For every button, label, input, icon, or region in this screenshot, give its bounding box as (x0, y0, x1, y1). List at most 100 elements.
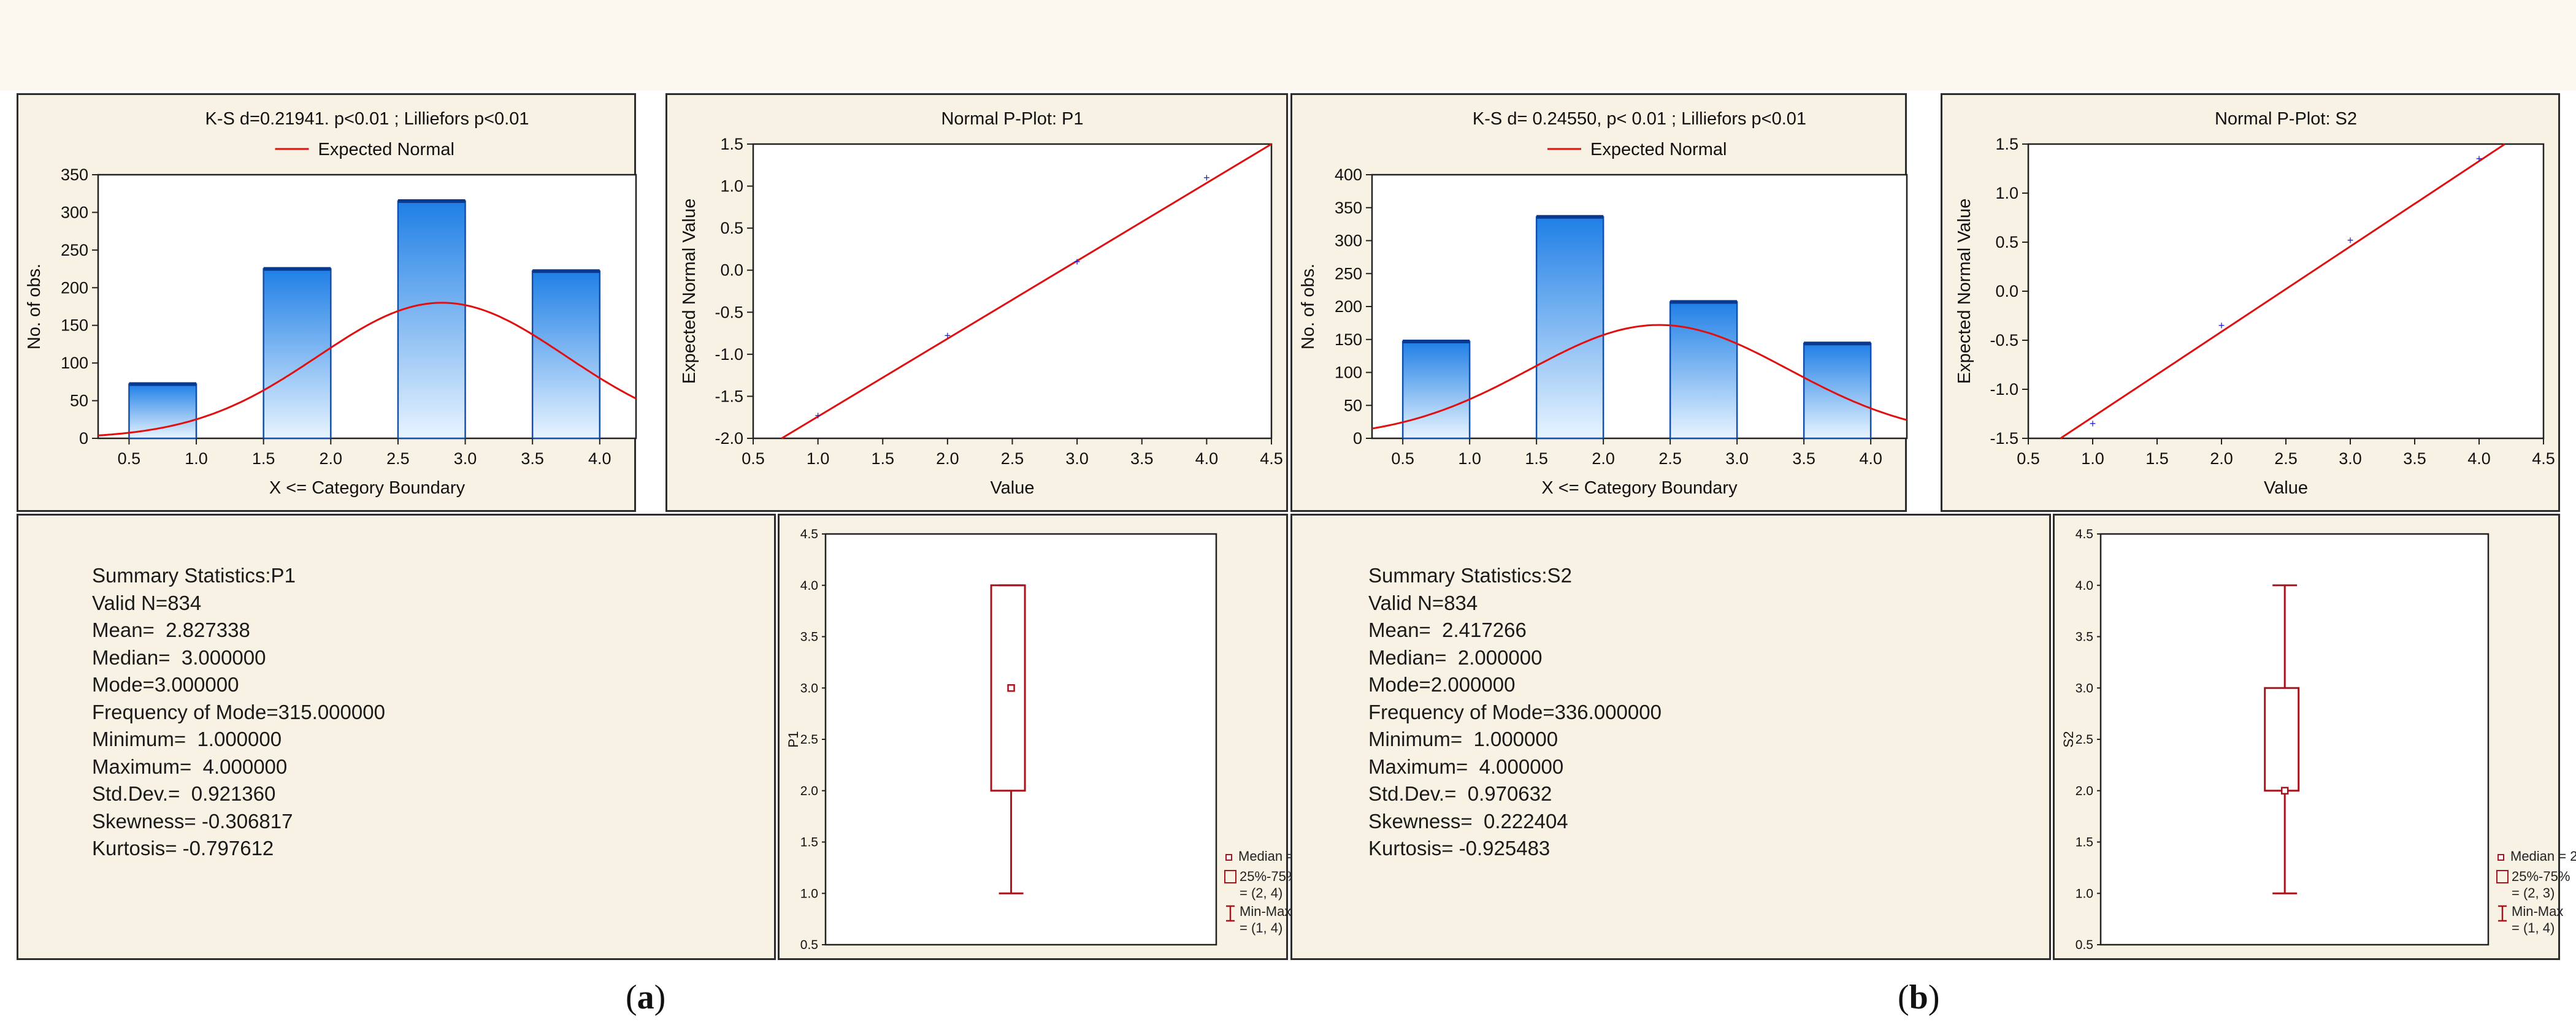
panel-b-histogram: Expected Normal K-S d= 0.24550, p< 0.01 ;… (1290, 93, 1908, 512)
chart-title: Normal P-Plot: S2 (2215, 109, 2357, 129)
stat-line: Minimum= 1.000000 (92, 728, 282, 750)
y-tick-label: 50 (1344, 396, 1362, 414)
y-tick-label: 100 (1335, 364, 1362, 382)
median-marker (2280, 787, 2289, 795)
chart-b-pplot: Normal P-Plot: S2 Value Expected Normal Va… (1955, 109, 2555, 498)
x-tick-label: 0.5 (2017, 449, 2040, 468)
stat-line: Mode=2.000000 (1368, 673, 1516, 696)
chart-title: K-S d=0.21941. p<0.01 ; Lilliefors p<0.0… (205, 109, 529, 129)
legend-label: Expected Normal (1590, 140, 1727, 159)
caption-b: (b) (1898, 978, 1940, 1016)
y-axis-label: No. of obs. (1298, 264, 1318, 349)
expected-normal-curve (98, 302, 637, 436)
data-point: + (2347, 234, 2354, 246)
stat-line: Minimum= 1.000000 (1368, 728, 1558, 750)
panel-a-summary: Summary Statistics:P1 Valid N=834 Mean= … (17, 514, 776, 960)
histogram-bar (128, 383, 197, 440)
panel-b-boxplot: S2 0.5 1.0 1.5 2.0 2.5 3.0 3.5 4.0 4.5 Median = 2 2… (2053, 514, 2576, 960)
y-tick-label: 50 (70, 392, 88, 410)
y-tick-label: 0 (79, 429, 88, 448)
y-tick-label: 4.0 (800, 579, 818, 593)
y-tick-label: 0.0 (1995, 282, 2018, 300)
x-axis-label: X <= Category Boundary (1541, 478, 1738, 498)
y-tick-label: 150 (1335, 330, 1362, 349)
y-tick-label: 200 (1335, 297, 1362, 316)
histogram-bar (397, 200, 466, 440)
data-point: + (815, 410, 821, 422)
x-tick-label: 2.0 (320, 449, 343, 468)
stat-line: Maximum= 4.000000 (1368, 755, 1564, 778)
legend-label: Expected Normal (318, 140, 454, 159)
y-tick-label: 0.5 (2076, 938, 2093, 952)
chart-a-pplot: Normal P-Plot: P1 Value Expected Normal Va… (680, 109, 1283, 498)
x-tick-label: 3.0 (1065, 449, 1089, 468)
legend-box-marker (2496, 870, 2509, 883)
chart-title: Normal P-Plot: P1 (941, 109, 1083, 129)
y-tick-label: -0.5 (1990, 331, 2018, 349)
data-point: + (2090, 417, 2096, 430)
x-tick-label: 3.0 (2339, 449, 2362, 468)
chart-a-histogram: Expected Normal K-S d=0.21941. p<0.01 ; L… (25, 109, 637, 498)
y-axis-label: Expected Normal Value (1955, 199, 1974, 384)
histogram-bar (531, 270, 601, 440)
top-band (0, 0, 2576, 91)
chart-b-boxplot: S2 0.5 1.0 1.5 2.0 2.5 3.0 3.5 4.0 4.5 Median = 2 2… (2061, 527, 2576, 952)
y-tick-label: 2.5 (2076, 733, 2093, 747)
fit-line (2060, 143, 2505, 440)
y-tick-label: 3.0 (800, 681, 818, 695)
x-tick-label: 1.0 (1458, 449, 1481, 468)
y-tick-label: 0.5 (1995, 233, 2018, 251)
summary-stats-a: Summary Statistics:P1 Valid N=834 Mean= … (92, 562, 385, 863)
stat-line: Median= 3.000000 (92, 646, 266, 669)
x-tick-label: 0.5 (742, 449, 765, 468)
y-tick-label: -2.0 (715, 429, 743, 448)
y-tick-label: 250 (61, 241, 88, 259)
stat-line: Mean= 2.417266 (1368, 619, 1527, 641)
x-tick-label: 2.5 (1658, 449, 1682, 468)
y-tick-label: 1.0 (800, 886, 818, 901)
x-tick-label: 4.5 (1260, 449, 1283, 468)
legend-box-range: = (2, 4) (1240, 885, 1282, 901)
iqr-box (990, 584, 1026, 792)
expected-normal-curve (1371, 324, 1907, 430)
stat-line: Median= 2.000000 (1368, 646, 1543, 669)
data-point: + (1203, 172, 1210, 184)
x-tick-label: 3.5 (2403, 449, 2426, 468)
x-tick-label: 1.0 (2081, 449, 2104, 468)
caption-a: (a) (626, 978, 666, 1016)
stat-line: Mode=3.000000 (92, 673, 239, 696)
y-tick-label: 400 (1335, 166, 1362, 184)
x-tick-label: 4.0 (1859, 449, 1882, 468)
legend-median-marker (1225, 854, 1232, 861)
x-tick-label: 0.5 (1391, 449, 1414, 468)
stat-line: Skewness= -0.306817 (92, 809, 293, 833)
data-point: + (2476, 153, 2483, 165)
x-tick-label: 2.5 (1001, 449, 1024, 468)
histogram-bar (1401, 340, 1471, 440)
y-tick-label: 250 (1335, 264, 1362, 283)
data-point: + (2218, 319, 2225, 332)
y-tick-label: 3.0 (2076, 681, 2093, 695)
y-tick-label: 1.0 (1995, 184, 2018, 202)
y-tick-label: 3.5 (2076, 630, 2093, 644)
stat-line: Maximum= 4.000000 (92, 755, 288, 778)
stat-line: Summary Statistics:S2 (1368, 564, 1572, 587)
x-tick-label: 3.5 (1792, 449, 1815, 468)
legend-box-range: = (2, 3) (2512, 885, 2555, 901)
y-tick-label: -1.5 (1990, 429, 2018, 448)
x-tick-label: 1.0 (807, 449, 830, 468)
legend-median-label: Median = 2 (2510, 848, 2576, 864)
panel-b-pplot: Normal P-Plot: S2 Value Expected Normal Va… (1941, 93, 2560, 512)
x-tick-label: 4.5 (2532, 449, 2555, 468)
legend-median-marker (2497, 854, 2504, 861)
y-tick-label: 1.5 (2076, 836, 2093, 850)
y-tick-label: 1.5 (1995, 135, 2018, 153)
legend-minmax-range: = (1, 4) (2512, 920, 2555, 936)
x-tick-label: 4.0 (2467, 449, 2491, 468)
y-tick-label: 350 (1335, 199, 1362, 217)
y-tick-label: 4.5 (800, 527, 818, 541)
stat-line: Frequency of Mode=315.000000 (92, 700, 385, 723)
y-axis-label: Expected Normal Value (680, 199, 699, 384)
data-point: + (945, 330, 951, 342)
